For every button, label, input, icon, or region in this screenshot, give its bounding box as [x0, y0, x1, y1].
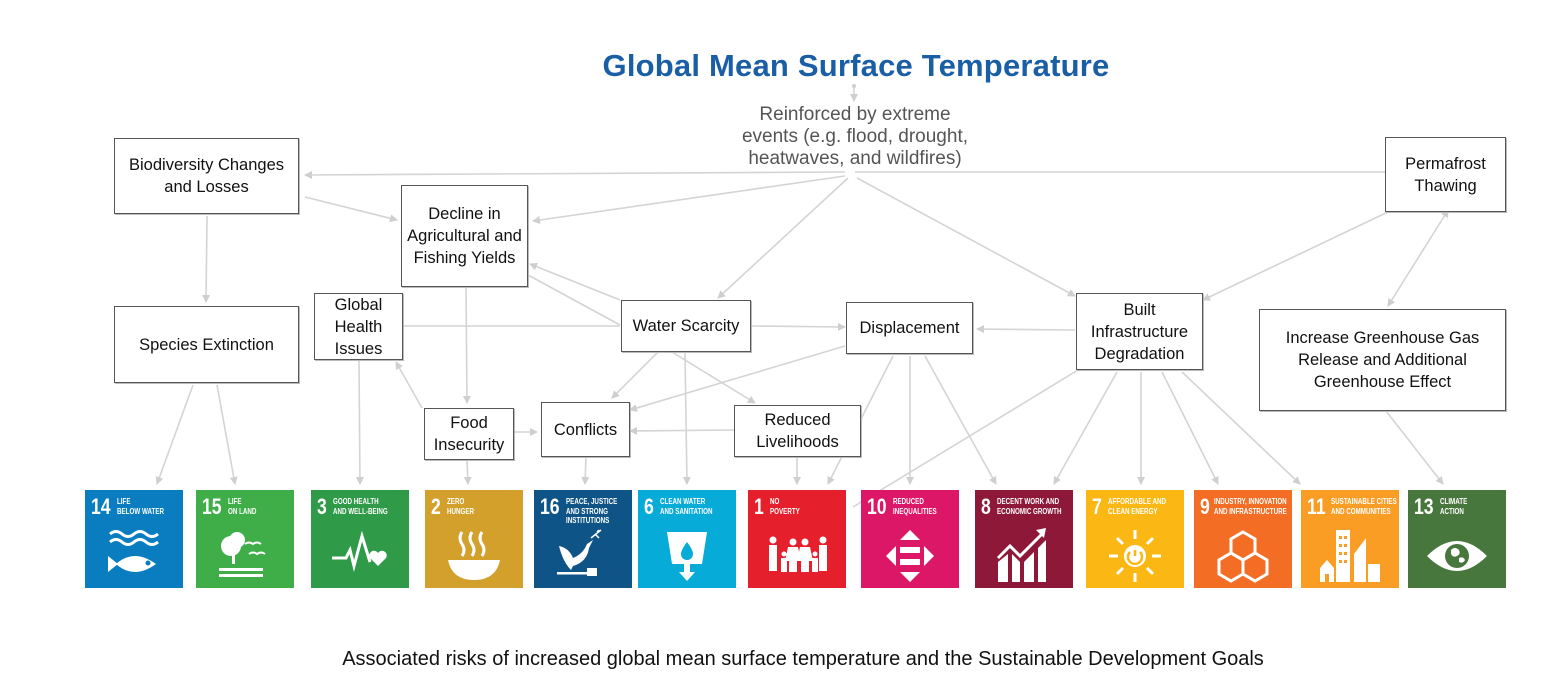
node-species-extinction: Species Extinction — [114, 306, 299, 383]
node-greenhouse: Increase Greenhouse Gas Release and Addi… — [1259, 309, 1506, 411]
sdg-tile-2: 2 Zero hunger — [425, 490, 523, 588]
cubes-icon — [1217, 530, 1269, 583]
sdg-tile-7: 7 Affordable and clean energy — [1086, 490, 1184, 588]
sdg-tile-13: 13 Climate action — [1408, 490, 1506, 588]
sdg-tile-14: 14 Life below water — [85, 490, 183, 588]
city-icon — [1320, 530, 1380, 582]
hub-line: events (e.g. flood, drought, — [741, 126, 969, 147]
water-glass-icon — [667, 532, 707, 581]
sdg-tile-8: 8 Decent work and economic growth — [975, 490, 1073, 588]
arrows-icon — [886, 530, 934, 582]
growth-chart-icon — [996, 528, 1046, 582]
node-biodiversity: Biodiversity Changes and Losses — [114, 138, 299, 214]
node-reduced-livelihoods: Reduced Livelihoods — [734, 405, 861, 457]
node-built-infrastructure: Built Infrastructure Degradation — [1076, 293, 1203, 370]
node-displacement: Displacement — [846, 302, 973, 354]
tree-icon — [219, 532, 266, 577]
sdg-tile-9: 9 Industry, innovation and infrastructur… — [1194, 490, 1292, 588]
node-conflicts: Conflicts — [541, 402, 630, 457]
bowl-icon — [448, 531, 500, 580]
heartbeat-icon — [332, 530, 387, 572]
node-permafrost: Permafrost Thawing — [1385, 137, 1506, 212]
diagram-title: Global Mean Surface Temperature — [602, 48, 1110, 83]
figure-caption: Associated risks of increased global mea… — [342, 648, 1264, 670]
hub-text: Reinforced by extreme events (e.g. flood… — [700, 104, 1010, 170]
node-food-insecurity: Food Insecurity — [424, 408, 514, 460]
sdg-tile-16: 16 Peace, justice and strong institution… — [534, 490, 632, 588]
node-global-health: Global Health Issues — [314, 293, 403, 360]
fish-icon — [108, 530, 159, 572]
sdg-tile-10: 10 Reduced inequalities — [861, 490, 959, 588]
hub-line: heatwaves, and wildfires) — [748, 148, 962, 169]
sun-power-icon — [1109, 530, 1161, 582]
sdg-tile-6: 6 Clean water and sanitation — [638, 490, 736, 588]
sdg-tile-1: 1 No poverty — [748, 490, 846, 588]
eye-globe-icon — [1427, 541, 1487, 571]
node-water-scarcity: Water Scarcity — [621, 300, 751, 352]
hub-line: Reinforced by extreme — [759, 104, 951, 125]
sdg-tile-3: 3 Good health and well-being — [311, 490, 409, 588]
sdg-tile-11: 11 Sustainable cities and communities — [1301, 490, 1399, 588]
node-decline-yields: Decline in Agricultural and Fishing Yiel… — [401, 185, 528, 287]
family-icon — [769, 536, 827, 572]
dove-icon — [557, 529, 602, 576]
